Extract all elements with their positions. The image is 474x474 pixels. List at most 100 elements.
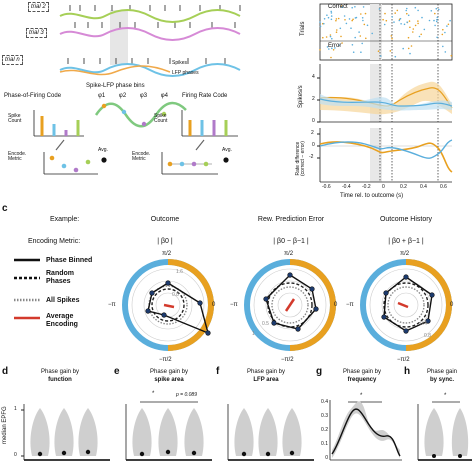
raster-spike [412,28,415,30]
b-xlabel: Time rel. to outcome (s) [340,193,404,199]
raster-spike [354,6,356,8]
raster-spike [337,17,340,20]
raster-spike [394,12,396,14]
raster-spike [414,24,417,27]
raster-spike [352,51,355,53]
raster-spike [323,22,325,25]
raster-spike [442,28,444,31]
raster-spike [344,19,346,21]
d-title-bold: function [48,377,72,383]
e-title-pre: Phase gain by [149,369,189,375]
raster-spike [406,7,408,10]
raster-spike [428,19,431,22]
phi2-label: φ2 [118,93,127,99]
raster-spike [331,47,333,50]
ytick-spikes-4: 4 [312,74,315,80]
raster-spike [371,32,373,35]
xtick-6: 0.6 [440,184,447,190]
raster-spike [434,24,436,27]
raster-spike [330,12,333,14]
raster-spike [355,16,358,19]
phi4-label: φ4 [160,93,168,99]
spikes-ylabel: Spikes/s [298,85,304,108]
raster-spike [341,42,343,44]
raster-spike [409,52,411,55]
panel-letter-g: g [316,366,323,377]
raster-spike [417,20,419,22]
raster-spike [383,23,386,26]
trial-spike-trains [59,5,241,77]
legend-phase-binned: Phase Binned [46,257,93,264]
raster-spike [435,20,438,23]
raster-spike [343,15,346,17]
g-ytick-04: 0.4 [321,399,328,405]
raster-spike [449,19,451,22]
raster-spike [329,35,332,38]
raster-spike [433,19,435,22]
raster-spike [396,9,399,12]
e-star: * [152,391,155,397]
raster-spike [326,14,328,16]
polar1-ring-a: 1.6 [176,269,183,275]
raster-spike [407,14,410,17]
trial-2-label: trial 2 [28,2,49,12]
raster-spike [389,50,392,52]
ytick-rate-neg2: -2 [309,154,314,160]
polar-legend-lines [14,258,40,320]
polar1-top: π/2 [162,251,172,257]
raster-spike [361,42,363,45]
raster-spike [350,27,352,30]
spikes-label: Spikes [172,60,188,66]
raster-spike [403,23,406,26]
phi3-label: φ3 [139,93,148,99]
violin-plot-f [227,404,314,461]
col-title-outcome: Outcome [150,216,180,223]
panel-letter-f: f [216,366,220,377]
raster-spike [319,21,321,23]
polar3-left: −π [346,302,354,308]
raster-spike [410,45,413,47]
trials-ylabel: Trials [300,21,306,36]
col-title-history: Outcome History [379,216,433,223]
raster-spike [322,36,324,39]
violin-plot-d [21,404,110,461]
raster-spike [331,37,333,40]
polar3-ring-a: 0.4 [420,321,427,327]
polar3-top: π/2 [400,251,410,257]
raster-spike [378,8,381,10]
raster-spike [364,12,367,15]
avg-label-right: Avg. [222,147,232,153]
polar2-right: 0 [334,302,338,308]
raster-spike [335,31,338,33]
raster-spike [407,47,410,50]
ytick-rate-0: 0 [312,142,315,148]
polar2-left: −π [230,302,238,308]
raster-spike [406,21,408,24]
raster-spike [341,6,344,8]
raster-spike [362,19,364,22]
d-title-pre: Phase gain by [40,369,80,375]
trial-3-label: trial 3 [26,28,47,38]
polar3-right: 0 [450,302,454,308]
raster-spike [351,44,354,46]
polar1-right: 0 [212,302,216,308]
col-title-rpe: Rew. Prediction Error [257,216,325,223]
panel-letter-h: h [404,366,411,377]
polar2-bottom: −π/2 [281,357,294,363]
raster-spike [447,23,450,26]
col-metric-outcome: | β0 | [157,238,173,245]
xtick-1: -0.4 [342,184,351,190]
raster-spike [444,51,447,53]
lfp-phases-label: LFP phases [172,70,199,76]
raster-spike [390,35,393,37]
raster-spike [442,45,444,48]
f-title-bold: LFP area [253,377,279,383]
polar-plot-rpe [244,259,336,351]
raster-spike [338,44,340,46]
h-title-bold: by sync. [429,377,454,383]
legend-all-spikes: All Spikes [46,297,80,304]
col-metric-rpe: | β0 − β−1 | [273,238,309,245]
panel-letter-e: e [114,366,120,377]
g-ytick-01: 0.1 [321,441,328,447]
raster-spike [408,20,411,22]
